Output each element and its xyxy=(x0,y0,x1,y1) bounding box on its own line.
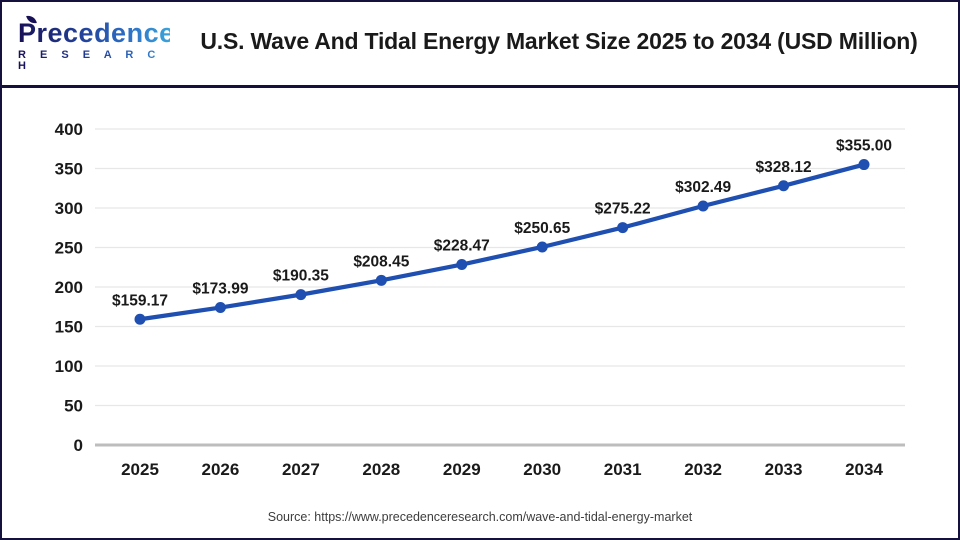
data-point-label: $275.22 xyxy=(595,201,651,218)
y-tick-label: 250 xyxy=(55,239,83,258)
data-point-label: $302.49 xyxy=(675,179,731,196)
data-point-label: $328.12 xyxy=(756,159,812,176)
x-tick-label: 2032 xyxy=(684,460,722,479)
header: Precedence R E S E A R C H U.S. Wave And… xyxy=(2,2,958,88)
x-tick-label: 2027 xyxy=(282,460,320,479)
data-point xyxy=(858,159,870,171)
y-tick-label: 50 xyxy=(64,397,83,416)
x-tick-label: 2033 xyxy=(765,460,803,479)
x-tick-label: 2029 xyxy=(443,460,481,479)
y-tick-label: 350 xyxy=(55,160,83,179)
data-point xyxy=(778,180,790,192)
chart-area: 0 50 100 150 200 250 300 350 400 2025 2026 2027 2028… xyxy=(2,88,958,503)
data-point xyxy=(375,274,387,286)
logo-wordmark: Precedence xyxy=(18,17,175,48)
y-tick-label: 0 xyxy=(74,436,83,455)
data-point-label: $190.35 xyxy=(273,268,329,285)
data-point xyxy=(617,222,629,234)
data-point-label: $173.99 xyxy=(192,281,248,298)
y-tick-label: 400 xyxy=(55,120,83,139)
data-point-label: $228.47 xyxy=(434,238,490,255)
y-tick-label: 300 xyxy=(55,199,83,218)
precedence-research-logo: Precedence R E S E A R C H xyxy=(18,13,175,72)
y-tick-label: 100 xyxy=(55,357,83,376)
line-chart: 0 50 100 150 200 250 300 350 400 2025 2026 2027 2028… xyxy=(55,120,905,479)
data-point-label: $355.00 xyxy=(836,138,892,155)
x-tick-label: 2026 xyxy=(202,460,240,479)
source-text: Source: https://www.precedenceresearch.c… xyxy=(267,510,693,524)
series-line xyxy=(137,162,867,322)
data-point xyxy=(134,313,146,325)
x-tick-label: 2030 xyxy=(523,460,561,479)
x-tick-label: 2034 xyxy=(845,460,883,479)
data-point xyxy=(697,200,709,212)
x-tick-label: 2028 xyxy=(362,460,400,479)
data-point-label: $250.65 xyxy=(514,220,570,237)
y-tick-label: 200 xyxy=(55,278,83,297)
y-tick-label: 150 xyxy=(55,318,83,337)
x-tick-label: 2025 xyxy=(121,460,159,479)
x-tick-label: 2031 xyxy=(604,460,642,479)
data-point xyxy=(295,289,307,301)
data-point xyxy=(214,302,226,314)
data-point-label: $159.17 xyxy=(112,292,168,309)
logo-subtitle: R E S E A R C H xyxy=(18,49,170,72)
data-point-label: $208.45 xyxy=(353,253,409,270)
data-point xyxy=(536,241,548,253)
data-point xyxy=(456,259,468,271)
chart-title: U.S. Wave And Tidal Energy Market Size 2… xyxy=(200,28,918,54)
